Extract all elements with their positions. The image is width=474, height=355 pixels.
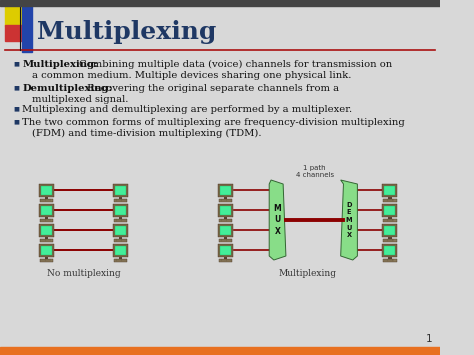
Text: Multiplexing: Multiplexing (37, 20, 217, 44)
Bar (45, 257, 48, 259)
Bar (5, 6, 23, 26)
Bar (40, 199, 53, 202)
Bar (40, 259, 53, 262)
Bar (220, 186, 231, 195)
Bar (114, 259, 128, 262)
Bar (383, 199, 397, 202)
Bar (115, 246, 126, 255)
Text: The two common forms of multiplexing are frequency-division multiplexing: The two common forms of multiplexing are… (22, 118, 405, 127)
Bar (383, 219, 397, 222)
Bar (388, 257, 392, 259)
Bar (388, 237, 392, 239)
Bar (39, 244, 54, 257)
Bar (40, 219, 53, 222)
Bar (384, 226, 395, 235)
Bar (219, 219, 232, 222)
Bar (219, 259, 232, 262)
Text: a common medium. Multiple devices sharing one physical link.: a common medium. Multiple devices sharin… (32, 71, 351, 80)
Bar (39, 224, 54, 237)
Text: multiplexed signal.: multiplexed signal. (32, 94, 128, 104)
Bar (119, 217, 122, 219)
Bar (218, 224, 233, 237)
Text: Multiplexing: Multiplexing (279, 269, 337, 278)
Bar (113, 184, 128, 197)
Bar (219, 239, 232, 241)
Bar (218, 184, 233, 197)
Bar (383, 224, 397, 237)
Bar (113, 224, 128, 237)
Bar (45, 237, 48, 239)
Text: Multiplexing and demultiplexing are performed by a multiplexer.: Multiplexing and demultiplexing are perf… (22, 105, 352, 114)
Text: (FDM) and time-division multiplexing (TDM).: (FDM) and time-division multiplexing (TD… (32, 129, 261, 138)
Polygon shape (341, 180, 357, 260)
Text: No multiplexing: No multiplexing (47, 269, 120, 278)
Text: ■: ■ (13, 61, 19, 66)
Bar (45, 217, 48, 219)
Bar (224, 257, 227, 259)
Bar (384, 246, 395, 255)
Bar (220, 226, 231, 235)
Bar (39, 184, 54, 197)
Bar (0, 347, 440, 355)
Bar (220, 206, 231, 215)
Bar (114, 219, 128, 222)
Bar (40, 239, 53, 241)
Text: ■: ■ (13, 119, 19, 124)
Bar (0, 0, 440, 6)
Bar (224, 217, 227, 219)
Bar (114, 199, 128, 202)
Bar (41, 246, 52, 255)
Bar (115, 206, 126, 215)
Bar (41, 226, 52, 235)
Bar (41, 186, 52, 195)
Bar (115, 226, 126, 235)
Bar (119, 197, 122, 199)
Bar (45, 197, 48, 199)
Text: Recovering the original separate channels from a: Recovering the original separate channel… (84, 84, 339, 93)
Bar (384, 206, 395, 215)
Text: D
E
M
U
X: D E M U X (346, 202, 352, 238)
Bar (224, 197, 227, 199)
Bar (22, 6, 32, 52)
Bar (5, 25, 23, 41)
Polygon shape (269, 180, 286, 260)
Text: Multiplexing:: Multiplexing: (22, 60, 98, 69)
Bar (224, 237, 227, 239)
Bar (219, 199, 232, 202)
Bar (388, 197, 392, 199)
Text: 1: 1 (426, 334, 433, 344)
Bar (383, 239, 397, 241)
Bar (383, 244, 397, 257)
Bar (383, 184, 397, 197)
Bar (39, 204, 54, 217)
Bar (41, 206, 52, 215)
Bar (115, 186, 126, 195)
Text: ■: ■ (13, 85, 19, 90)
Bar (218, 204, 233, 217)
Bar (119, 257, 122, 259)
Text: ■: ■ (13, 106, 19, 111)
Bar (388, 217, 392, 219)
Text: Demultiplexing:: Demultiplexing: (22, 84, 112, 93)
Text: Combining multiple data (voice) channels for transmission on: Combining multiple data (voice) channels… (76, 60, 392, 69)
Bar (119, 237, 122, 239)
Bar (383, 204, 397, 217)
Bar (383, 259, 397, 262)
Text: M
U
X: M U X (273, 204, 282, 236)
Bar (218, 244, 233, 257)
Bar (384, 186, 395, 195)
Bar (113, 204, 128, 217)
Bar (114, 239, 128, 241)
Bar (113, 244, 128, 257)
Bar (220, 246, 231, 255)
Text: 1 path
4 channels: 1 path 4 channels (296, 165, 334, 178)
